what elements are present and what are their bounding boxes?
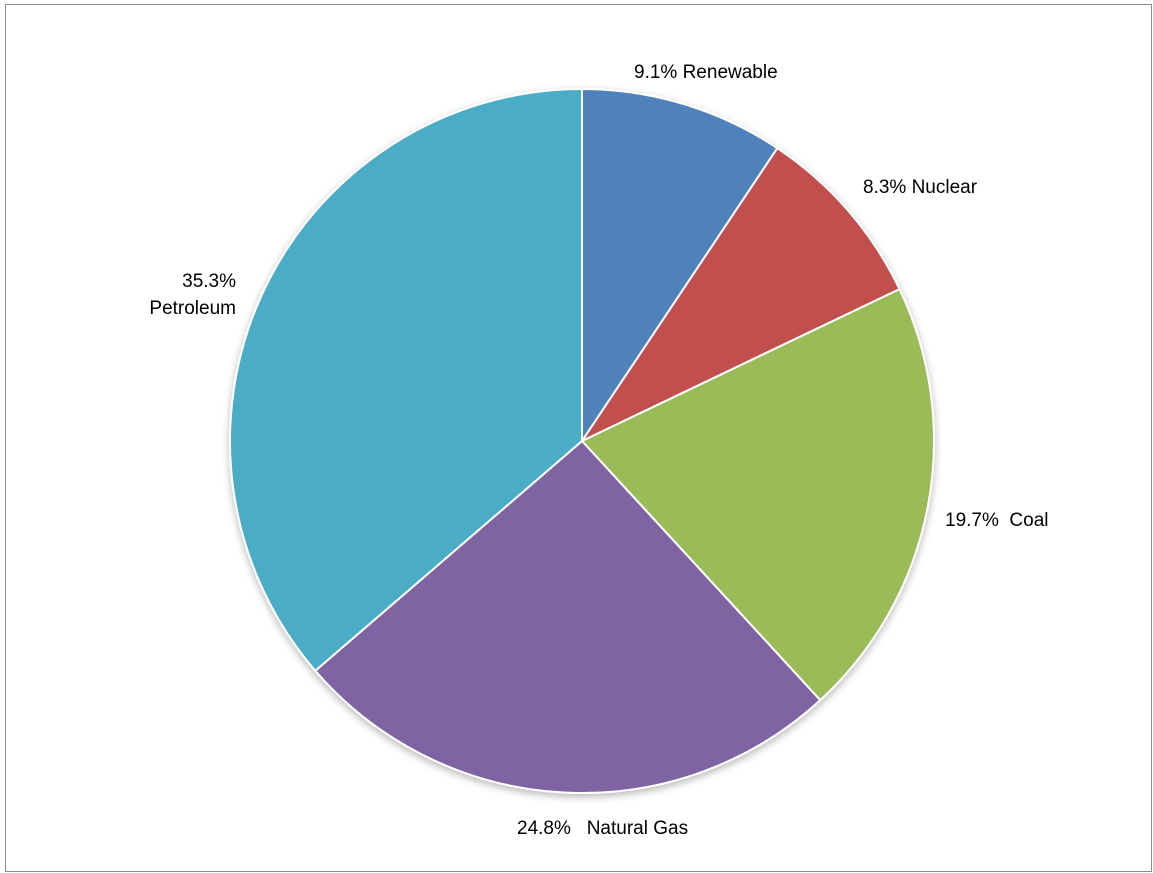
data-label-natural-gas: 24.8% Natural Gas [517, 818, 688, 839]
data-label-petroleum-line-1: 35.3% [182, 271, 236, 292]
data-label-renewable: 9.1% Renewable [634, 62, 778, 83]
data-label-coal: 19.7% Coal [945, 510, 1049, 531]
data-label-petroleum-line-2: Petroleum [149, 298, 236, 319]
pie-slice-nuclear [579, 146, 901, 444]
pie-slice-renewable [581, 87, 779, 445]
pie-slice-petroleum [229, 87, 583, 673]
data-label-nuclear: 8.3% Nuclear [863, 177, 978, 198]
pie-slice-natural-gas [313, 439, 822, 794]
pie-slice-coal [580, 287, 935, 702]
